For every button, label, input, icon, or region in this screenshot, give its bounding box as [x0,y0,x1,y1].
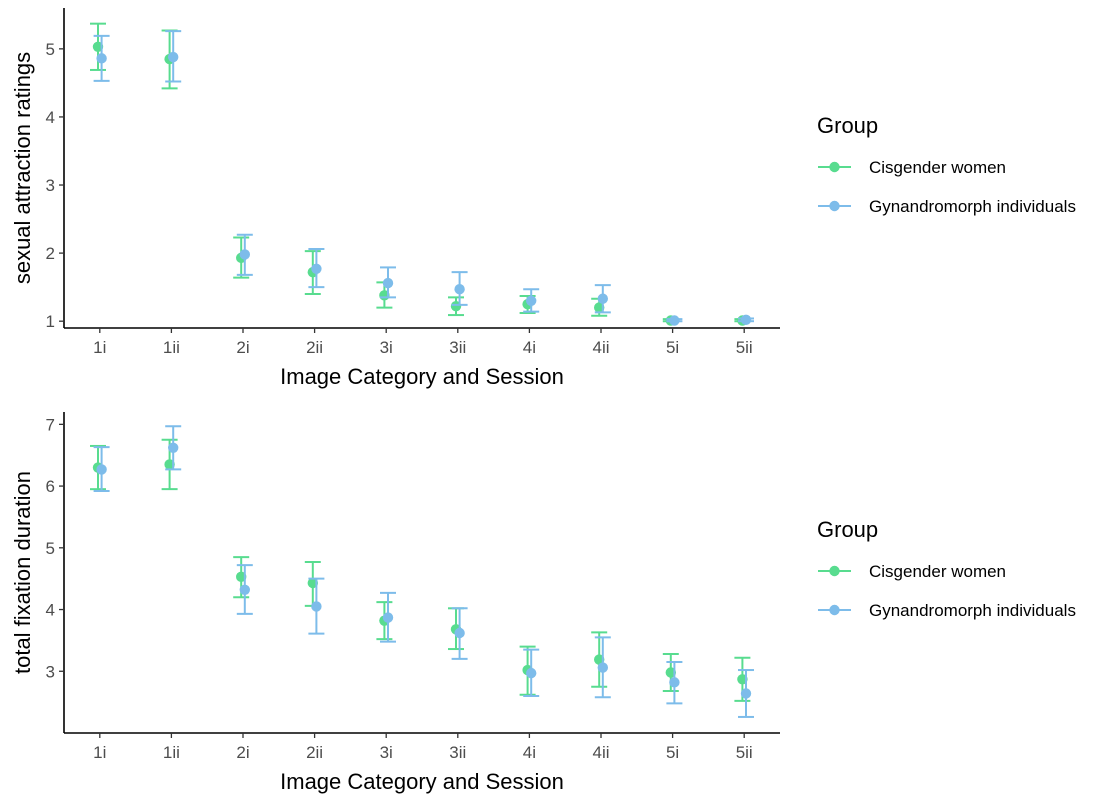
x-tick-label: 4ii [592,743,609,762]
x-tick-label: 2i [236,743,249,762]
x-tick-label: 3ii [449,338,466,357]
x-tick-label: 3ii [449,743,466,762]
data-point [454,283,465,295]
data-point [597,662,608,673]
x-tick-label: 4ii [592,338,609,357]
data-point [450,301,462,312]
panel-fixation-duration: 3 4 5 6 7 1i 1ii 2i 2ii 3i 3ii 4i 4ii 5i 5ii Image Cate… [10,412,1076,794]
x-tick-label: 5ii [736,338,753,357]
series-gynandromorph-individuals [93,425,754,718]
legend-key-point [829,200,840,212]
x-tick-label: 1ii [163,338,180,357]
data-point [96,464,107,475]
x-tick-label: 3i [380,743,393,762]
x-tick-label: 5ii [736,743,753,762]
data-point [669,677,680,688]
y-tick-label: 7 [46,415,55,434]
x-tick-label: 1i [93,338,106,357]
legend-title: Group [817,517,878,542]
y-axis-title: total fixation duration [10,471,35,674]
y-tick-label: 4 [46,601,55,620]
legend-key-point [829,604,840,616]
x-axis-title: Image Category and Session [280,769,564,794]
y-tick-label: 5 [46,539,55,558]
data-point [740,688,752,699]
series-gynandromorph-individuals [93,30,754,326]
legend: Group Cisgender women Gynandromorph indivi… [817,517,1076,620]
x-tick-label: 2ii [306,743,323,762]
data-point [96,53,107,64]
data-point [382,277,394,289]
data-point [236,571,247,583]
data-point [526,295,537,306]
x-tick-label: 2ii [306,338,323,357]
series-cisgender-women [90,438,751,702]
y-tick-label: 6 [46,477,55,496]
data-point [168,442,179,454]
legend: Group Cisgender women Gynandromorph indivi… [817,113,1076,216]
legend-label: Gynandromorph individuals [869,601,1076,620]
series-cisgender-women [90,22,751,326]
data-point [239,584,250,595]
x-tick-label: 3i [380,338,393,357]
x-tick-label: 1i [93,743,106,762]
y-tick-label: 1 [46,312,55,331]
data-point [454,627,465,639]
panel-sexual-attraction: 1 2 3 4 5 1i 1ii 2i 2ii 3i 3ii 4i 4ii 5i 5ii Image Cate… [10,8,1076,389]
y-tick-label: 3 [46,662,55,681]
x-tick-label: 1ii [163,743,180,762]
y-tick-label: 5 [46,40,55,59]
data-point [382,612,394,623]
x-tick-label: 4i [523,338,536,357]
y-tick-label: 4 [46,108,55,127]
y-axis-title: sexual attraction ratings [10,52,35,284]
x-tick-label: 5i [666,338,679,357]
x-axis-title: Image Category and Session [280,364,564,389]
data-point [526,667,537,679]
x-tick-label: 2i [236,338,249,357]
data-point [669,315,680,326]
data-point [239,249,250,260]
legend-label: Cisgender women [869,562,1006,581]
legend-key-point [829,565,840,577]
data-point [307,577,318,589]
y-tick-label: 2 [46,244,55,263]
legend-label: Gynandromorph individuals [869,197,1076,216]
legend-key-point [829,161,840,173]
legend-label: Cisgender women [869,158,1006,177]
data-point [597,293,608,304]
y-tick-label: 3 [46,176,55,195]
data-point [311,601,322,612]
data-point [311,263,322,274]
legend-title: Group [817,113,878,138]
x-tick-label: 5i [666,743,679,762]
x-tick-label: 4i [523,743,536,762]
data-point [740,314,752,326]
data-point [168,51,179,63]
